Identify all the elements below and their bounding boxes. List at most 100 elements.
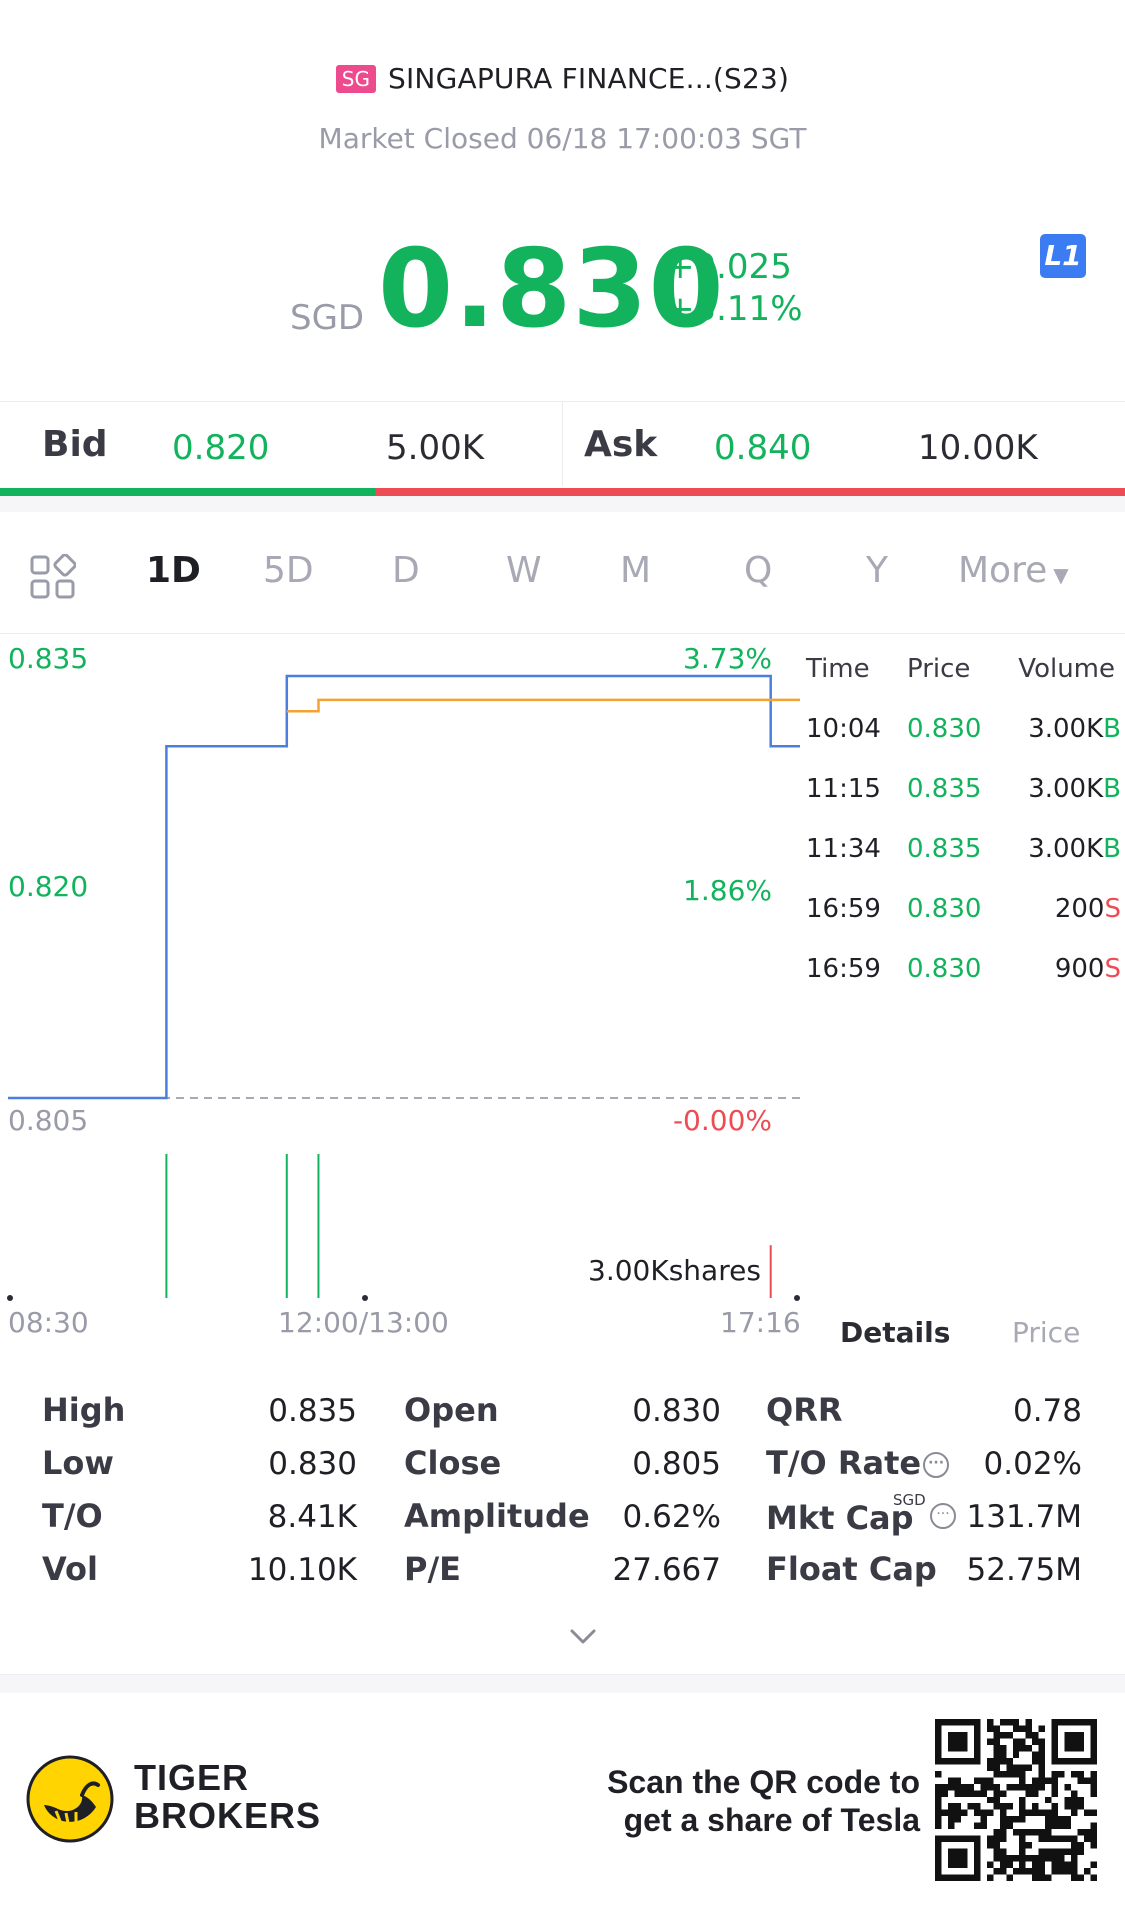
stat-amplitude-label: Amplitude xyxy=(404,1497,590,1535)
stat-pe-value: 27.667 xyxy=(612,1552,721,1588)
market-status: Market Closed 06/18 17:00:03 SGT xyxy=(318,122,807,155)
stat-low-value: 0.830 xyxy=(268,1446,357,1482)
trade-side: B xyxy=(1103,834,1121,864)
y-label-mid: 0.820 xyxy=(8,870,89,903)
stat-to-value: 8.41K xyxy=(267,1499,357,1535)
ask-size: 10.00K xyxy=(918,428,1038,468)
trade-time: 11:15 xyxy=(806,774,881,804)
expand-chevron-icon[interactable] xyxy=(566,1620,600,1654)
last-price: 0.830 xyxy=(378,227,725,352)
chart-layout-icon[interactable] xyxy=(30,554,76,600)
brand-line2: BROKERS xyxy=(134,1795,322,1836)
stat-floatcap-value: 52.75M xyxy=(966,1552,1083,1588)
more-info-icon[interactable]: ··· xyxy=(923,1452,950,1478)
stat-to-rate-label[interactable]: T/O Rate ··· xyxy=(766,1444,950,1482)
axis-dot xyxy=(362,1295,368,1301)
stat-mktcap-label[interactable]: Mkt Cap xyxy=(766,1499,914,1537)
ask-ratio-bar xyxy=(375,488,1125,496)
section-gap xyxy=(0,1675,1125,1693)
quote-header: SG SINGAPURA FINANCE...(S23) Market Clos… xyxy=(0,0,1125,400)
promo-line2: get a share of Tesla xyxy=(623,1802,920,1838)
trade-price: 0.835 xyxy=(907,774,982,804)
x-label-end: 17:16 xyxy=(720,1306,801,1339)
x-label-start: 08:30 xyxy=(8,1306,89,1339)
trade-volume: 3.00KB xyxy=(1028,714,1121,744)
ask-label: Ask xyxy=(584,424,658,465)
trade-time: 10:04 xyxy=(806,714,881,744)
trade-side: S xyxy=(1104,954,1121,984)
trade-side: B xyxy=(1103,714,1121,744)
trade-time: 11:34 xyxy=(806,834,881,864)
trade-price: 0.830 xyxy=(907,714,982,744)
tab-details[interactable]: Details xyxy=(840,1316,951,1349)
stats-grid: High 0.835 Low 0.830 T/O 8.41K Vol 10.10… xyxy=(0,1385,1125,1635)
tab-more-label: More xyxy=(958,550,1048,591)
tab-5d[interactable]: 5D xyxy=(263,550,314,591)
stock-title-row[interactable]: SG SINGAPURA FINANCE...(S23) xyxy=(0,62,1125,95)
trade-volume-value: 3.00K xyxy=(1028,834,1104,864)
chevron-down-icon: ▼ xyxy=(1053,563,1069,587)
tab-price[interactable]: Price xyxy=(1012,1316,1081,1349)
stat-vol-label: Vol xyxy=(42,1550,98,1588)
qr-code[interactable] xyxy=(935,1719,1097,1881)
stat-to-label: T/O xyxy=(42,1497,103,1535)
tab-d[interactable]: D xyxy=(392,550,420,591)
axis-dot xyxy=(7,1295,13,1301)
stat-to-rate-value: 0.02% xyxy=(983,1446,1082,1482)
trade-time: 16:59 xyxy=(806,894,881,924)
y-label-top: 0.835 xyxy=(8,642,89,675)
detail-tabs: Details Price xyxy=(800,1316,1125,1356)
brand-name: TIGER BROKERS xyxy=(134,1759,321,1835)
bid-price: 0.820 xyxy=(172,428,270,468)
stat-low-label: Low xyxy=(42,1444,114,1482)
bid-label: Bid xyxy=(42,424,108,465)
y-label-bottom: 0.805 xyxy=(8,1104,89,1137)
trade-price: 0.830 xyxy=(907,894,982,924)
tab-q[interactable]: Q xyxy=(744,550,773,591)
pct-label-mid: 1.86% xyxy=(683,874,772,907)
promo-text: Scan the QR code to get a share of Tesla xyxy=(607,1763,920,1839)
trade-price: 0.830 xyxy=(907,954,982,984)
average-price-line xyxy=(286,698,800,713)
tab-w[interactable]: W xyxy=(506,550,542,591)
level1-quote-icon[interactable]: L1 xyxy=(1040,234,1086,278)
bid-size: 5.00K xyxy=(386,428,484,468)
trade-volume: 3.00KB xyxy=(1028,834,1121,864)
bid-ask-divider xyxy=(562,402,563,486)
trade-side: S xyxy=(1104,894,1121,924)
currency-label: SGD xyxy=(290,298,365,338)
bid-ask-panel: Bid 0.820 5.00K Ask 0.840 10.00K xyxy=(0,402,1125,490)
trade-volume: 900S xyxy=(1055,954,1121,984)
intraday-chart[interactable]: 0.835 0.820 0.805 3.73% 1.86% -0.00% 3.0… xyxy=(0,634,801,1340)
promo-footer: TIGER BROKERS Scan the QR code to get a … xyxy=(0,1693,1125,1909)
promo-line1: Scan the QR code to xyxy=(607,1764,920,1800)
tab-m[interactable]: M xyxy=(620,550,652,591)
trade-volume-value: 200 xyxy=(1054,894,1105,924)
trades-head-volume: Volume xyxy=(1018,654,1115,684)
time-and-sales[interactable]: Time Price Volume 10:04 0.830 3.00KB 11:15 0… xyxy=(800,650,1125,1010)
stat-open-label: Open xyxy=(404,1391,499,1429)
price-line xyxy=(8,674,800,1100)
axis-dot xyxy=(794,1295,800,1301)
tab-y[interactable]: Y xyxy=(866,550,888,591)
price-change-block: +0.025 +3.11% xyxy=(666,246,803,330)
stat-close-value: 0.805 xyxy=(632,1446,721,1482)
stat-mktcap-value: 131.7M xyxy=(966,1499,1083,1535)
stat-amplitude-value: 0.62% xyxy=(622,1499,721,1535)
tab-1d[interactable]: 1D xyxy=(146,550,201,591)
stat-qrr-value: 0.78 xyxy=(1012,1393,1082,1429)
price-change: +0.025 xyxy=(666,247,792,287)
tab-more[interactable]: More ▼ xyxy=(958,550,1069,591)
more-info-icon[interactable]: ··· xyxy=(930,1503,956,1529)
stat-to-rate-text: T/O Rate xyxy=(766,1444,922,1482)
trade-volume-value: 3.00K xyxy=(1028,714,1104,744)
stat-floatcap-label: Float Cap xyxy=(766,1550,937,1588)
pct-label-bottom: -0.00% xyxy=(672,1104,772,1137)
trade-volume-value: 900 xyxy=(1054,954,1105,984)
trade-time: 16:59 xyxy=(806,954,881,984)
trade-volume: 3.00KB xyxy=(1028,774,1121,804)
trades-head-time: Time xyxy=(806,654,870,684)
divider xyxy=(0,1674,1125,1675)
price-change-percent: +3.11% xyxy=(666,289,803,329)
ask-price: 0.840 xyxy=(714,428,812,468)
